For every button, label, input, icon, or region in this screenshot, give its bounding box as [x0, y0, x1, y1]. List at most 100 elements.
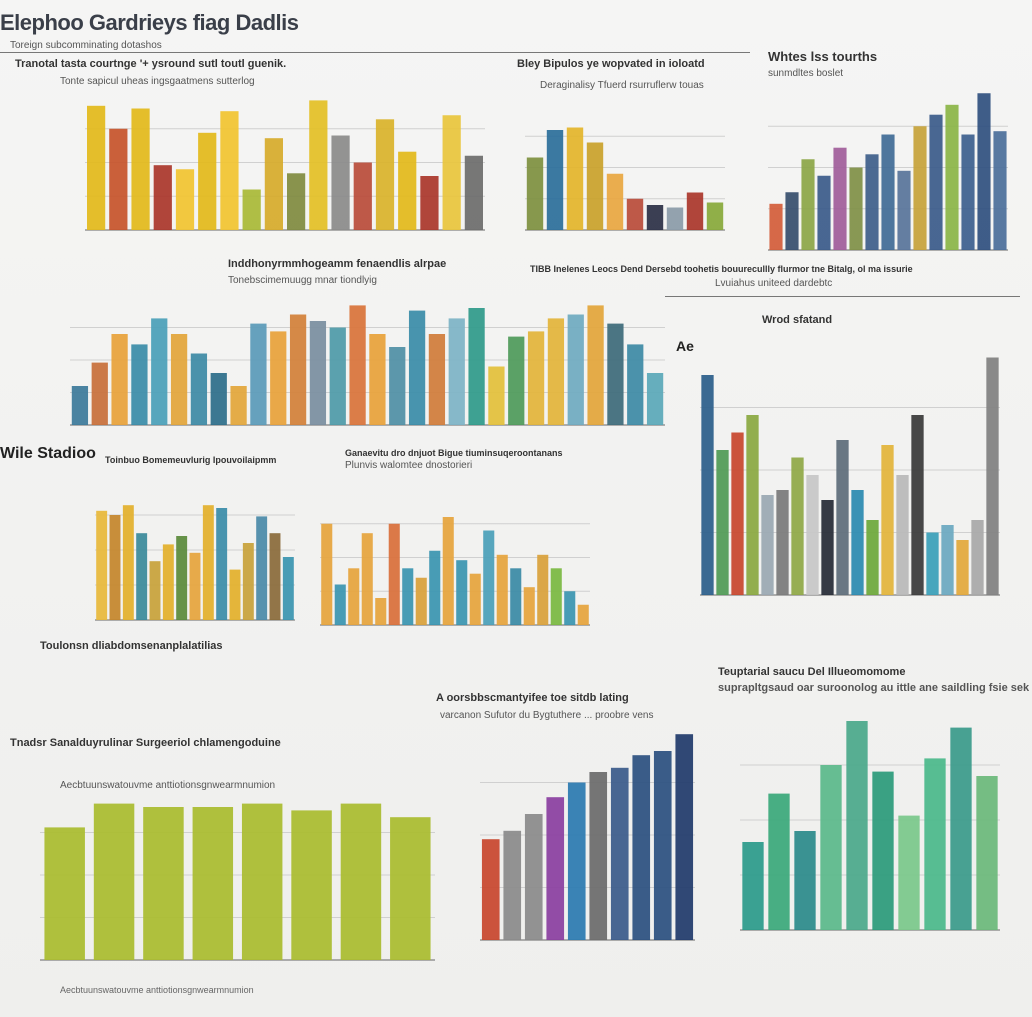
page-title: Elephoo Gardrieys fiag Dadlis [0, 10, 299, 35]
chart-4 [70, 295, 665, 426]
section-b-title: Wile Stadioo [0, 445, 96, 462]
chart-7-bar [229, 569, 241, 620]
chart-7-bar [96, 510, 108, 620]
chart-3-bar [849, 167, 863, 250]
chart-1-bar [309, 100, 328, 231]
chart-2-bar [646, 205, 664, 230]
chart-3-bar [977, 93, 991, 250]
chart-1-bar [464, 155, 483, 230]
chart-8-bar [340, 803, 382, 960]
chart-5-bar [836, 440, 849, 595]
chart-9-bar [589, 772, 608, 940]
page-subtitle: Toreign subcomminating dotashos [10, 40, 162, 51]
chart-6-bar [496, 554, 508, 625]
chart-1-bar [331, 135, 350, 230]
chart-7-bar [202, 505, 214, 620]
chart-6-bar [456, 560, 468, 625]
chart-4-bar [250, 323, 267, 425]
chart-3-bar [881, 134, 895, 250]
chart-2-bar [666, 207, 684, 230]
chart-9-bar [653, 751, 672, 940]
chart-9-bar [503, 830, 522, 940]
panel-6-caption: Ae [676, 338, 694, 354]
panel-8-caption: Plunvis walomtee dnostorieri [345, 460, 473, 471]
panel-2-header: Bley Bipulos ye wopvated in ioloatd [517, 58, 705, 70]
chart-4-bar [448, 318, 465, 425]
chart-8-bar [44, 827, 85, 960]
chart-9-bar [567, 782, 586, 940]
chart-7-bar [176, 536, 188, 620]
chart-7-bar [282, 557, 294, 620]
chart-6-bar [321, 523, 333, 625]
chart-9-bar [675, 734, 694, 940]
chart-8-bar [93, 803, 135, 960]
chart-1-bar [442, 115, 461, 230]
chart-5-bar [731, 432, 744, 595]
chart-4-bar [567, 314, 584, 425]
chart-5-bar [716, 450, 729, 595]
panel-5-rule [665, 296, 1020, 297]
chart-4-bar [170, 334, 188, 425]
chart-5-bar [926, 532, 939, 595]
chart-4-bar [309, 321, 327, 425]
chart-6-bar [523, 587, 535, 625]
chart-4-bar [289, 314, 307, 425]
chart-5-bar [791, 457, 804, 595]
chart-6-bar [388, 523, 400, 625]
chart-2 [525, 105, 725, 231]
chart-1-bar [264, 138, 283, 230]
chart-5-bar [851, 490, 864, 595]
chart-10-bar [742, 842, 764, 930]
chart-7-bar [256, 516, 268, 620]
chart-1 [85, 95, 485, 231]
chart-6-bar [375, 598, 387, 625]
chart-8-bar [291, 810, 332, 960]
chart-1-bar [220, 111, 239, 230]
chart-7 [95, 480, 295, 621]
chart-10-bar [924, 758, 946, 930]
chart-3-bar [833, 147, 847, 250]
chart-4-bar [488, 366, 505, 425]
chart-1-bar [109, 128, 128, 230]
chart-4-bar [210, 373, 227, 425]
chart-5-bar [986, 357, 999, 595]
chart-3-bar [961, 134, 975, 250]
chart-5-bar [971, 520, 984, 595]
chart-7-bar [109, 515, 121, 620]
chart-1-bar [353, 162, 372, 230]
chart-4-bar [329, 327, 346, 425]
chart-6-bar [402, 568, 414, 625]
chart-5-bar [821, 500, 834, 595]
chart-9-bar [546, 797, 565, 940]
chart-5-bar [776, 490, 789, 595]
panel-9-title: Toulonsn dliabdomsenanplalatilias [40, 640, 223, 652]
chart-1-bar [175, 169, 195, 230]
panel-10-caption: varcanon Sufutor du Bygtuthere ... proob… [440, 710, 654, 721]
chart-3-bar [801, 159, 815, 250]
chart-2-bar [566, 127, 584, 230]
chart-7-bar [242, 543, 254, 620]
chart-4-bar [646, 373, 664, 425]
chart-9-bar [481, 839, 500, 940]
chart-1-bar [398, 151, 417, 230]
panel-5-header: TIBB Inelenes Leocs Dend Dersebd tooheti… [530, 264, 913, 274]
chart-1-bar [87, 105, 106, 230]
chart-5 [700, 345, 1000, 596]
chart-4-bar [508, 336, 525, 425]
chart-10-bar [794, 831, 816, 930]
chart-3-bar [993, 131, 1007, 250]
chart-7-bar [162, 544, 174, 620]
chart-8-bar [143, 807, 184, 960]
chart-2-bar [546, 130, 564, 230]
chart-4-bar [468, 308, 485, 425]
chart-6-bar [334, 584, 346, 625]
chart-10-bar [976, 776, 998, 930]
chart-6-bar [550, 568, 562, 625]
chart-4-bar [408, 310, 426, 425]
chart-1-bar [287, 173, 306, 230]
chart-5-bar [701, 375, 714, 595]
panel-11-header: Teuptarial saucu Del Illueomomome [718, 666, 906, 678]
chart-8-bar [192, 807, 234, 960]
chart-4-bar [428, 334, 446, 425]
chart-4-bar [389, 347, 406, 425]
